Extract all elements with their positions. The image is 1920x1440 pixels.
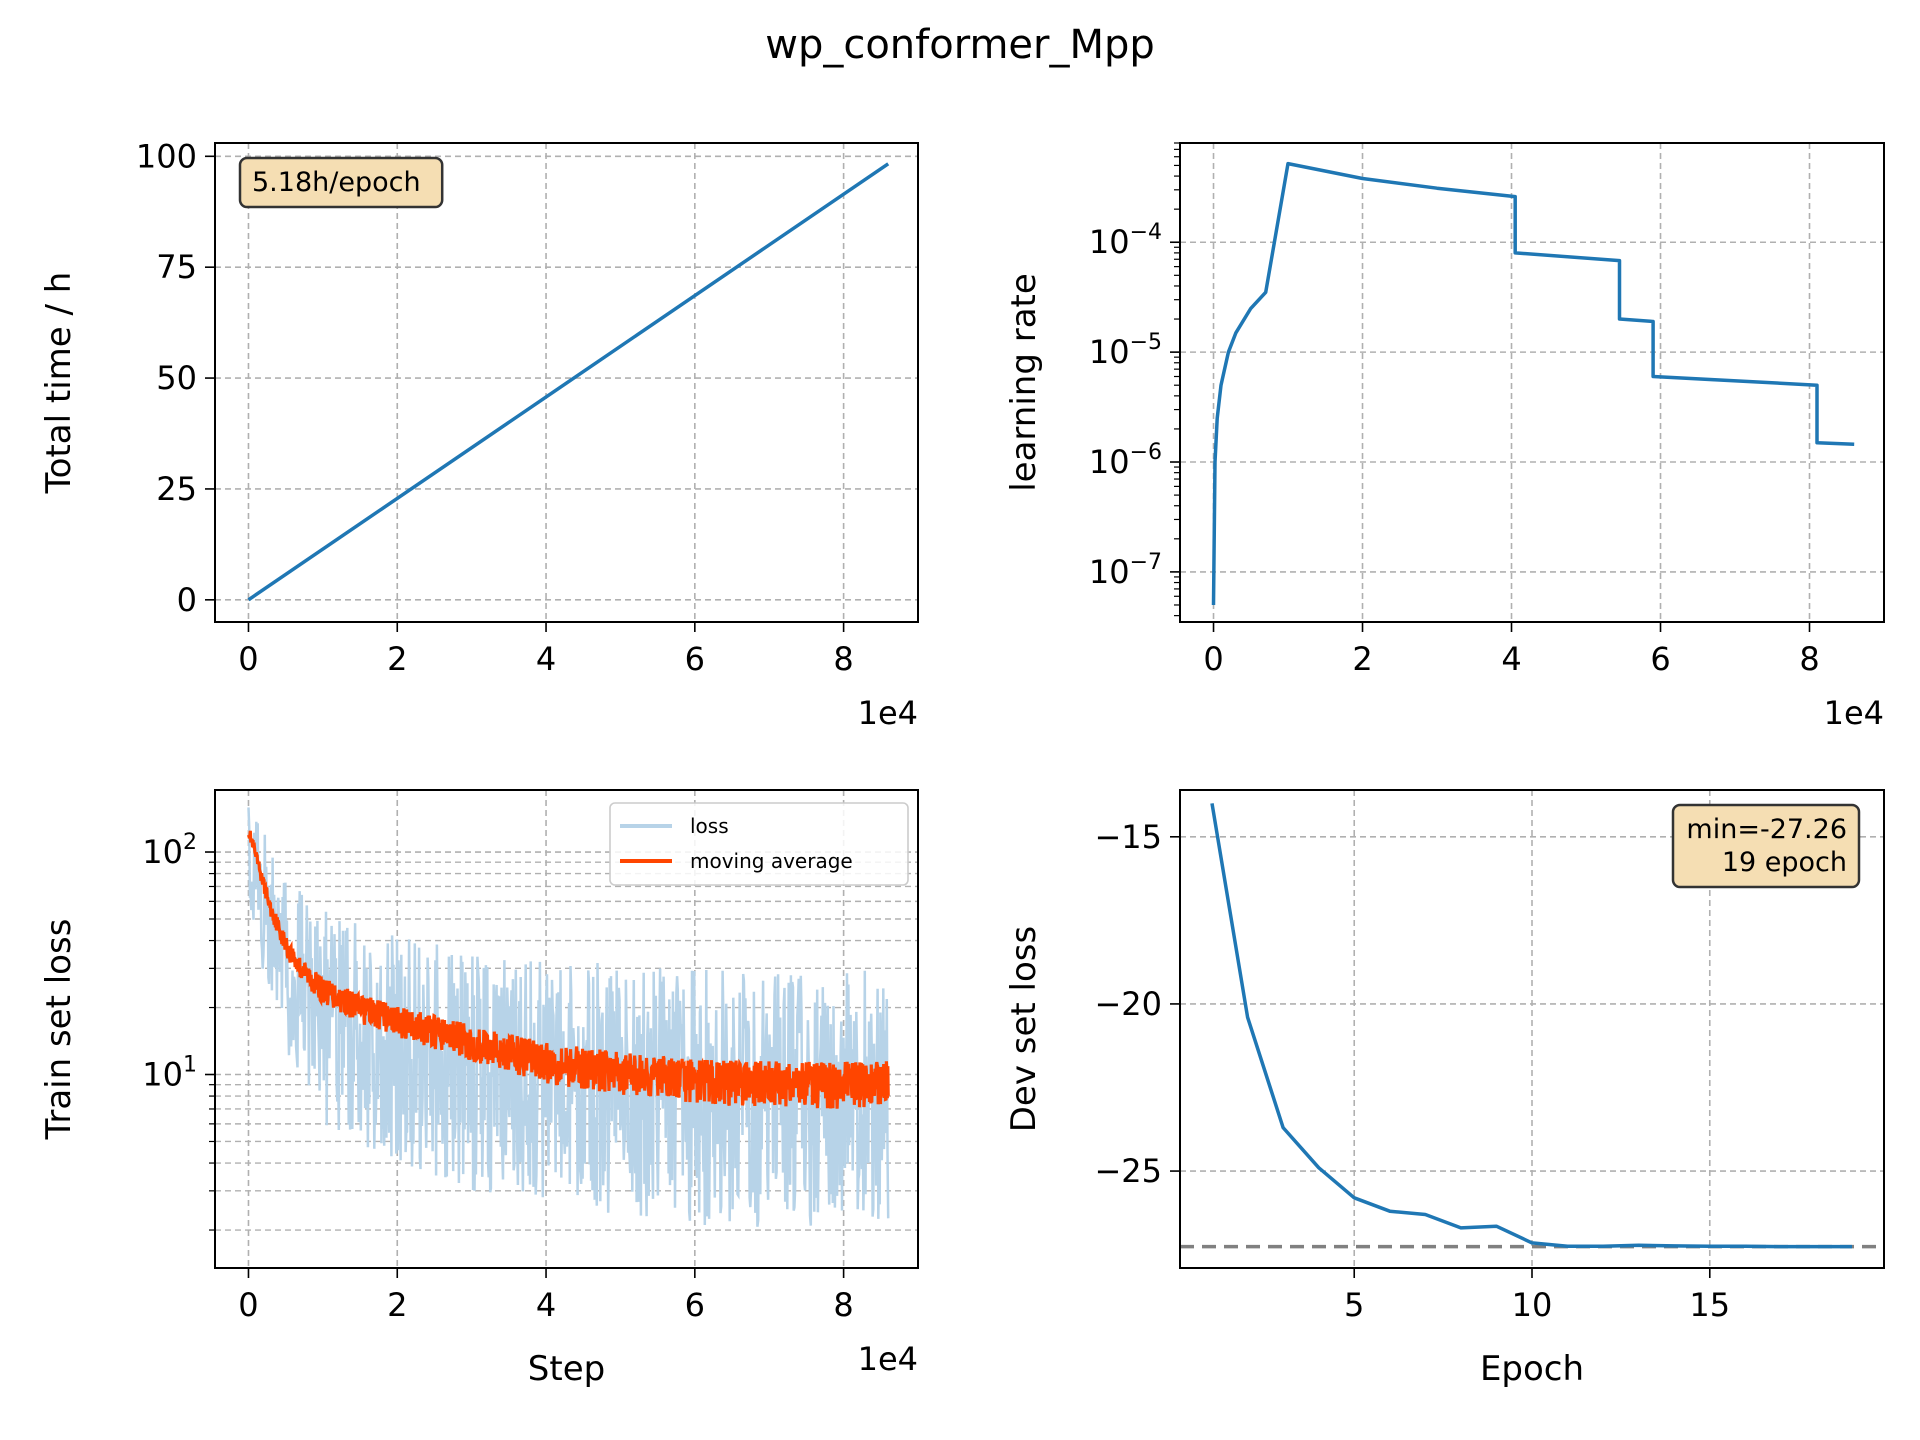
train-loss-plot-area	[246, 807, 890, 1227]
train-loss-legend: loss moving average	[609, 802, 909, 886]
total-time-y-tick-label: 25	[156, 470, 197, 508]
total-time-y-axis-label: Total time / h	[39, 272, 79, 495]
legend-loss-label: loss	[690, 814, 729, 838]
dev-loss-y-tick-label: −25	[1094, 1152, 1162, 1190]
learning-rate-x-tick-label: 4	[1501, 640, 1521, 678]
dev-loss-annotation-text: min=-27.26	[1686, 814, 1847, 845]
train-loss-x-multiplier: 1e4	[858, 1340, 918, 1378]
learning-rate-y-tick-label: 10−6	[1089, 440, 1162, 481]
train-loss-x-tick-label: 6	[685, 1286, 705, 1324]
dev-loss-series-line	[1210, 803, 1852, 1249]
total-time-x-tick-label: 0	[238, 640, 258, 678]
dev-loss-plot-area	[1180, 803, 1884, 1249]
moving-average-series-line	[246, 830, 890, 1109]
learning-rate-axes: 0 2 4 6 8 10−7 10−6 10−5 10−4 learning rate 1e4	[1004, 142, 1884, 732]
total-time-y-tick-label: 0	[177, 581, 197, 619]
train-loss-y-axis-label: Train set loss	[39, 919, 79, 1141]
total-time-plot-area	[247, 162, 890, 602]
train-loss-y-tick-label: 101	[142, 1053, 197, 1094]
dev-loss-y-tick-label: −15	[1094, 818, 1162, 856]
learning-rate-plot-area	[1211, 161, 1855, 606]
train-loss-frame	[214, 789, 919, 1269]
total-time-axes: 0 2 4 6 8 0 25 50 75 100 Total time / h 1e4	[39, 137, 918, 732]
dev-loss-annotation-text: 19 epoch	[1722, 847, 1847, 878]
dev-loss-x-tick-label: 10	[1512, 1286, 1553, 1324]
total-time-y-tick-label: 50	[156, 359, 197, 397]
train-loss-x-axis-label: Step	[528, 1349, 605, 1389]
figure-title: wp_conformer_Mpp	[765, 22, 1155, 68]
total-time-y-tick-label: 75	[156, 248, 197, 286]
dev-loss-x-tick-label: 15	[1689, 1286, 1730, 1324]
learning-rate-x-tick-label: 6	[1650, 640, 1670, 678]
dev-loss-frame	[1179, 789, 1885, 1269]
total-time-x-multiplier: 1e4	[858, 694, 918, 732]
learning-rate-y-tick-label: 10−5	[1089, 330, 1162, 371]
total-time-x-tick-label: 2	[387, 640, 407, 678]
dev-loss-annotation-box	[1671, 803, 1861, 889]
learning-rate-frame	[1179, 142, 1885, 623]
total-time-x-tick-label: 8	[833, 640, 853, 678]
total-time-x-tick-label: 6	[685, 640, 705, 678]
train-loss-x-tick-label: 2	[387, 1286, 407, 1324]
learning-rate-x-tick-label: 0	[1203, 640, 1223, 678]
total-time-annotation-text: 5.18h/epoch	[252, 167, 421, 198]
learning-rate-x-tick-label: 2	[1352, 640, 1372, 678]
total-time-y-tick-label: 100	[136, 137, 197, 175]
legend-box	[609, 802, 909, 886]
legend-moving-average-label: moving average	[690, 849, 853, 873]
learning-rate-y-axis-label: learning rate	[1004, 273, 1044, 492]
total-time-frame	[214, 142, 919, 623]
learning-rate-y-tick-label: 10−7	[1089, 550, 1162, 591]
dev-loss-y-axis-label: Dev set loss	[1004, 926, 1044, 1132]
dev-loss-x-axis-label: Epoch	[1480, 1349, 1584, 1389]
total-time-series-line	[247, 162, 890, 602]
train-loss-x-tick-label: 0	[238, 1286, 258, 1324]
learning-rate-y-tick-label: 10−4	[1089, 220, 1162, 261]
train-loss-x-tick-label: 8	[833, 1286, 853, 1324]
learning-rate-x-multiplier: 1e4	[1824, 694, 1884, 732]
train-loss-y-tick-label: 102	[142, 830, 197, 871]
learning-rate-series-line	[1211, 161, 1855, 606]
dev-loss-axes: 5 10 15 −25 −20 −15 Dev set loss Epoch	[1004, 790, 1884, 1389]
train-loss-x-tick-label: 4	[536, 1286, 556, 1324]
total-time-annotation: 5.18h/epoch	[238, 156, 444, 209]
total-time-annotation-box	[238, 156, 444, 209]
learning-rate-x-tick-label: 8	[1799, 640, 1819, 678]
total-time-x-tick-label: 4	[536, 640, 556, 678]
dev-loss-y-tick-label: −20	[1094, 985, 1162, 1023]
dev-loss-x-tick-label: 5	[1344, 1286, 1364, 1324]
